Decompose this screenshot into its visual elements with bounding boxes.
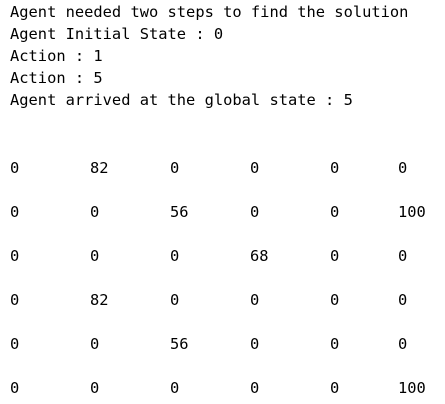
matrix-cell: 82 — [90, 159, 109, 177]
matrix-cell: 0 — [398, 335, 408, 353]
matrix-cell: 0 — [330, 203, 340, 221]
matrix-cell: 0 — [90, 335, 100, 353]
matrix-cell: 0 — [250, 291, 260, 309]
matrix-cell: 0 — [170, 291, 180, 309]
matrix-cell: 56 — [170, 203, 189, 221]
matrix-cell: 0 — [90, 247, 100, 265]
matrix-cell: 0 — [398, 159, 408, 177]
matrix-cell: 68 — [250, 247, 269, 265]
matrix-cell: 0 — [170, 159, 180, 177]
matrix-cell: 56 — [170, 335, 189, 353]
matrix-cell: 0 — [398, 291, 408, 309]
matrix-cell: 0 — [10, 335, 20, 353]
matrix-cell: 0 — [90, 203, 100, 221]
matrix-cell: 0 — [10, 203, 20, 221]
matrix-cell: 0 — [170, 247, 180, 265]
matrix-cell: 0 — [10, 159, 20, 177]
matrix-cell: 0 — [10, 247, 20, 265]
matrix-cell: 0 — [330, 159, 340, 177]
log-line-action-2: Action : 5 — [10, 69, 103, 87]
matrix-cell: 0 — [330, 291, 340, 309]
matrix-cell: 0 — [250, 335, 260, 353]
log-line-final-state: Agent arrived at the global state : 5 — [10, 91, 353, 109]
log-line-summary: Agent needed two steps to find the solut… — [10, 3, 409, 21]
matrix-cell: 0 — [250, 159, 260, 177]
matrix-cell: 0 — [10, 379, 20, 397]
matrix-cell: 0 — [170, 379, 180, 397]
matrix-cell: 82 — [90, 291, 109, 309]
matrix-cell: 0 — [250, 379, 260, 397]
matrix-cell: 0 — [398, 247, 408, 265]
matrix-cell: 0 — [330, 335, 340, 353]
log-line-initial-state: Agent Initial State : 0 — [10, 25, 224, 43]
matrix-cell: 0 — [330, 247, 340, 265]
matrix-cell: 0 — [10, 291, 20, 309]
matrix-cell: 0 — [330, 379, 340, 397]
matrix-cell: 0 — [90, 379, 100, 397]
matrix-cell: 100 — [398, 379, 426, 397]
matrix-cell: 100 — [398, 203, 426, 221]
matrix-cell: 0 — [250, 203, 260, 221]
log-line-action-1: Action : 1 — [10, 47, 103, 65]
